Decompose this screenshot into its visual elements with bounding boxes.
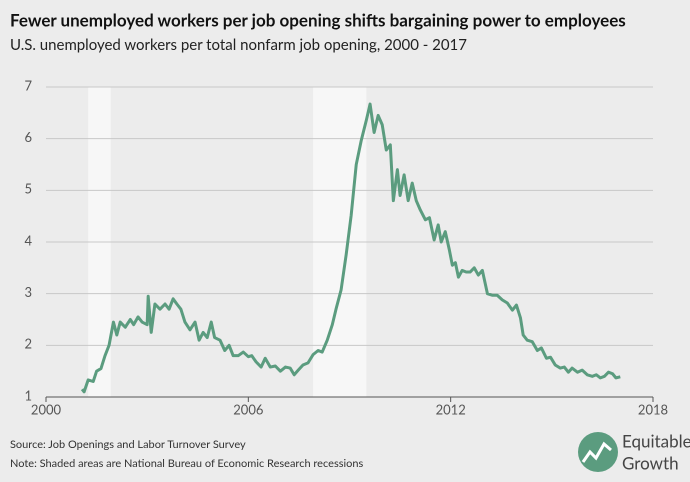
- data-line: [80, 102, 621, 394]
- y-tick-label: 4: [24, 232, 32, 248]
- recession-note: Note: Shaded areas are National Bureau o…: [10, 457, 363, 470]
- y-tick-label: 3: [24, 284, 32, 300]
- x-tick-label: 2012: [436, 401, 466, 417]
- y-tick-label: 1: [24, 387, 32, 403]
- logo-glyph: [581, 441, 612, 463]
- x-tick-label: 2000: [31, 401, 62, 417]
- y-tick-label: 6: [24, 129, 32, 145]
- logo-text: Growth: [622, 452, 679, 473]
- logo-text: Equitable: [622, 430, 690, 451]
- chart-subtitle: U.S. unemployed workers per total nonfar…: [10, 36, 467, 54]
- logo: Equitable Growth: [578, 430, 690, 473]
- x-tick-label: 2006: [233, 401, 263, 417]
- y-tick-label: 7: [24, 77, 32, 93]
- y-tick-label: 2: [24, 336, 32, 352]
- x-tick-label: 2018: [638, 401, 668, 417]
- source-note: Source: Job Openings and Labor Turnover …: [10, 438, 246, 451]
- chart-title: Fewer unemployed workers per job opening…: [10, 9, 626, 30]
- y-tick-label: 5: [24, 181, 32, 197]
